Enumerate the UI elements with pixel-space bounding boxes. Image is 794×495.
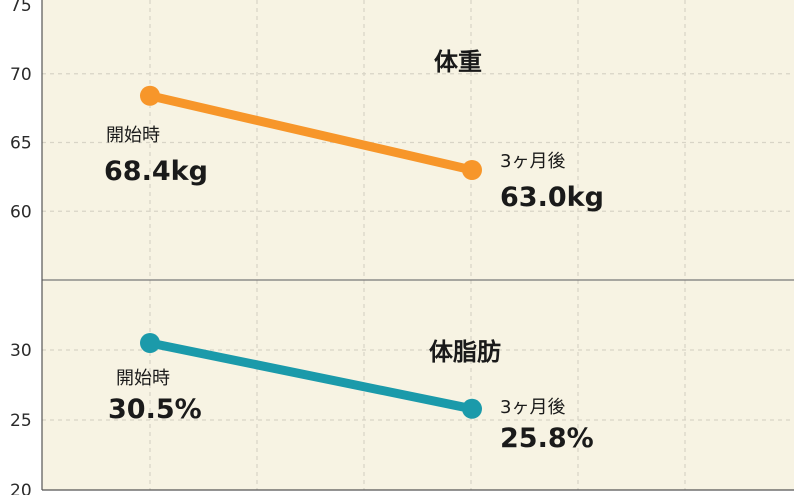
bodyfat-title: 体脂肪 — [429, 338, 501, 366]
bodyfat-start-label: 開始時 — [116, 368, 170, 389]
y-tick-label: 60 — [10, 202, 32, 222]
weight-series-line — [145, 91, 477, 175]
bodyfat-point-end — [462, 398, 482, 419]
bodyfat-series-line — [145, 338, 477, 414]
bodyfat-end-label: 3ヶ月後 — [500, 397, 565, 418]
y-tick-label: 20 — [10, 481, 32, 495]
y-tick-label: 65 — [10, 134, 32, 154]
weight-title: 体重 — [434, 48, 482, 76]
y-tick-label: 30 — [10, 341, 32, 361]
weight-point-start — [140, 85, 160, 106]
bodyfat-end-value: 25.8% — [500, 423, 594, 454]
weight-end-label: 3ヶ月後 — [500, 151, 565, 172]
y-tick-label: 70 — [10, 65, 32, 85]
bodyfat-start-value: 30.5% — [108, 394, 202, 425]
weight-end-value: 63.0kg — [500, 182, 604, 213]
weight-point-end — [462, 160, 482, 180]
weight-start-value: 68.4kg — [104, 156, 208, 187]
plot-background — [42, 0, 794, 490]
weight-y-ticks: 60 65 70 75 — [10, 0, 32, 222]
weight-panel: 60 65 70 75 体重 開始時 68.4kg 3ヶ月後 63.0kg — [10, 0, 604, 222]
bodyfat-point-start — [140, 333, 160, 353]
y-tick-label: 75 — [10, 0, 32, 16]
bodyfat-panel: 20 25 30 体脂肪 開始時 30.5% 3ヶ月後 25.8% — [10, 333, 594, 495]
y-tick-label: 25 — [10, 411, 32, 431]
bodyfat-y-ticks: 20 25 30 — [10, 341, 32, 495]
weight-start-label: 開始時 — [106, 125, 160, 146]
